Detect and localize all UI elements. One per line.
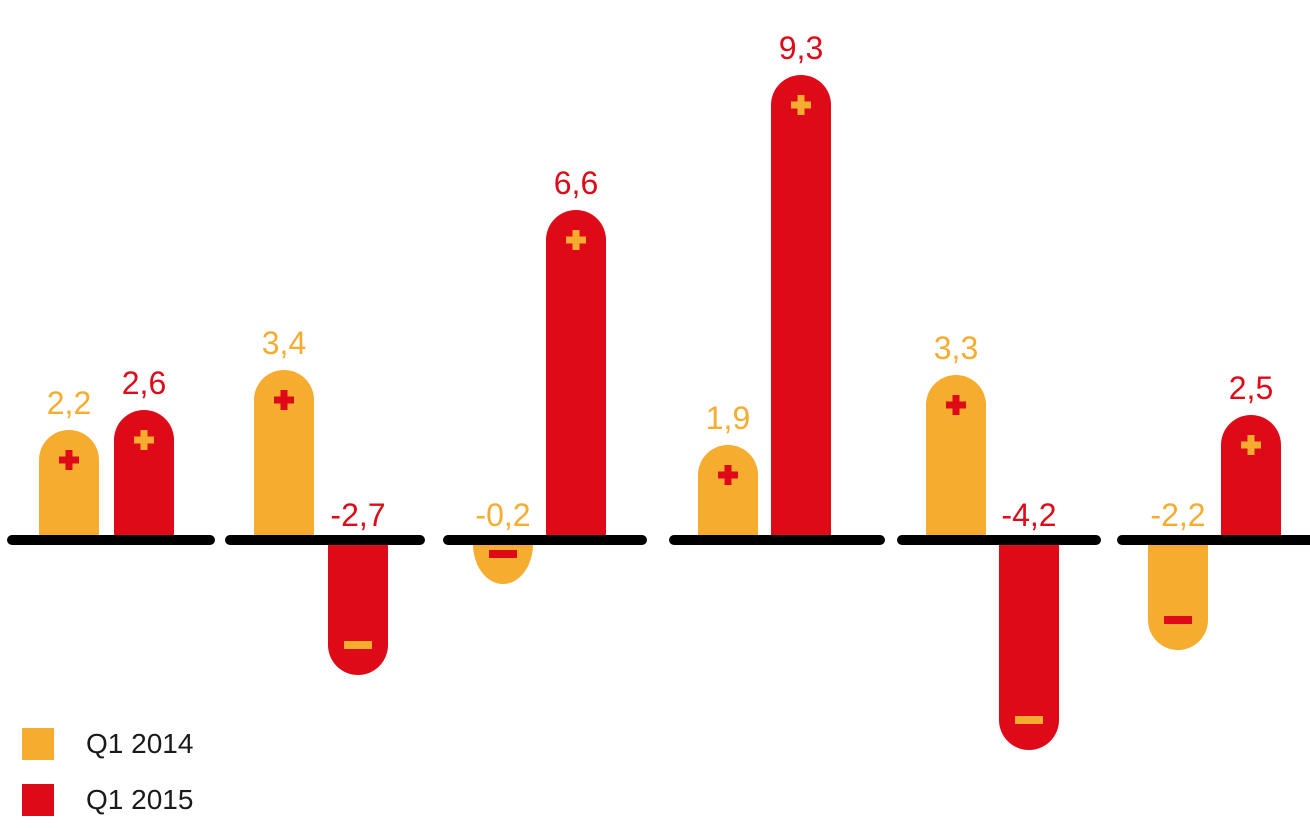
value-label-q1-2015-group-1: 2,6 [122, 365, 166, 401]
minus-icon [1164, 616, 1192, 624]
legend-label-q1-2014: Q1 2014 [86, 728, 194, 759]
value-label-q1-2015-group-3: 6,6 [554, 165, 598, 201]
legend: Q1 2014 Q1 2015 [22, 716, 193, 828]
value-label-q1-2014-group-2: 3,4 [262, 325, 306, 361]
plus-icon [791, 95, 811, 115]
plus-icon [718, 465, 738, 485]
bar-q1-2015-group-6 [1221, 415, 1281, 540]
bar-q1-2015-group-5 [999, 540, 1059, 750]
bar-q1-2014-group-5 [926, 375, 986, 540]
value-label-q1-2015-group-2: -2,7 [330, 497, 385, 533]
plus-icon [274, 390, 294, 410]
legend-item-q1-2014: Q1 2014 [22, 716, 193, 772]
minus-icon [344, 641, 372, 649]
value-label-q1-2014-group-5: 3,3 [934, 330, 978, 366]
bar-q1-2015-group-3 [546, 210, 606, 540]
value-label-q1-2014-group-6: -2,2 [1150, 497, 1205, 533]
bar-q1-2014-group-2 [254, 370, 314, 540]
bar-q1-2014-group-6 [1148, 540, 1208, 650]
value-label-q1-2015-group-4: 9,3 [779, 30, 823, 66]
legend-label-q1-2015: Q1 2015 [86, 784, 194, 815]
bar-q1-2015-group-2 [328, 540, 388, 675]
plus-icon [566, 230, 586, 250]
bar-q1-2014-group-1 [39, 430, 99, 540]
legend-item-q1-2015: Q1 2015 [22, 772, 193, 828]
plus-icon [1241, 435, 1261, 455]
legend-swatch-q1-2014 [22, 728, 54, 760]
plus-icon [946, 395, 966, 415]
bar-chart: 2,2 2,6 3,4 -2,7 -0,2 6,6 1,9 9,3 3,3 -4,2 -2,2 2,5 [7, 30, 1310, 750]
value-label-q1-2014-group-3: -0,2 [475, 497, 530, 533]
value-label-q1-2015-group-6: 2,5 [1229, 370, 1273, 406]
value-label-q1-2015-group-5: -4,2 [1001, 497, 1056, 533]
legend-swatch-q1-2015 [22, 784, 54, 816]
bar-q1-2015-group-4 [771, 75, 831, 540]
plus-icon [134, 430, 154, 450]
bar-q1-2014-group-4 [698, 445, 758, 540]
minus-icon [489, 550, 517, 558]
value-label-q1-2014-group-1: 2,2 [47, 385, 91, 421]
bar-q1-2015-group-1 [114, 410, 174, 540]
plus-icon [59, 450, 79, 470]
value-label-q1-2014-group-4: 1,9 [706, 400, 750, 436]
minus-icon [1015, 716, 1043, 724]
bar-q1-2014-group-3 [473, 540, 533, 584]
